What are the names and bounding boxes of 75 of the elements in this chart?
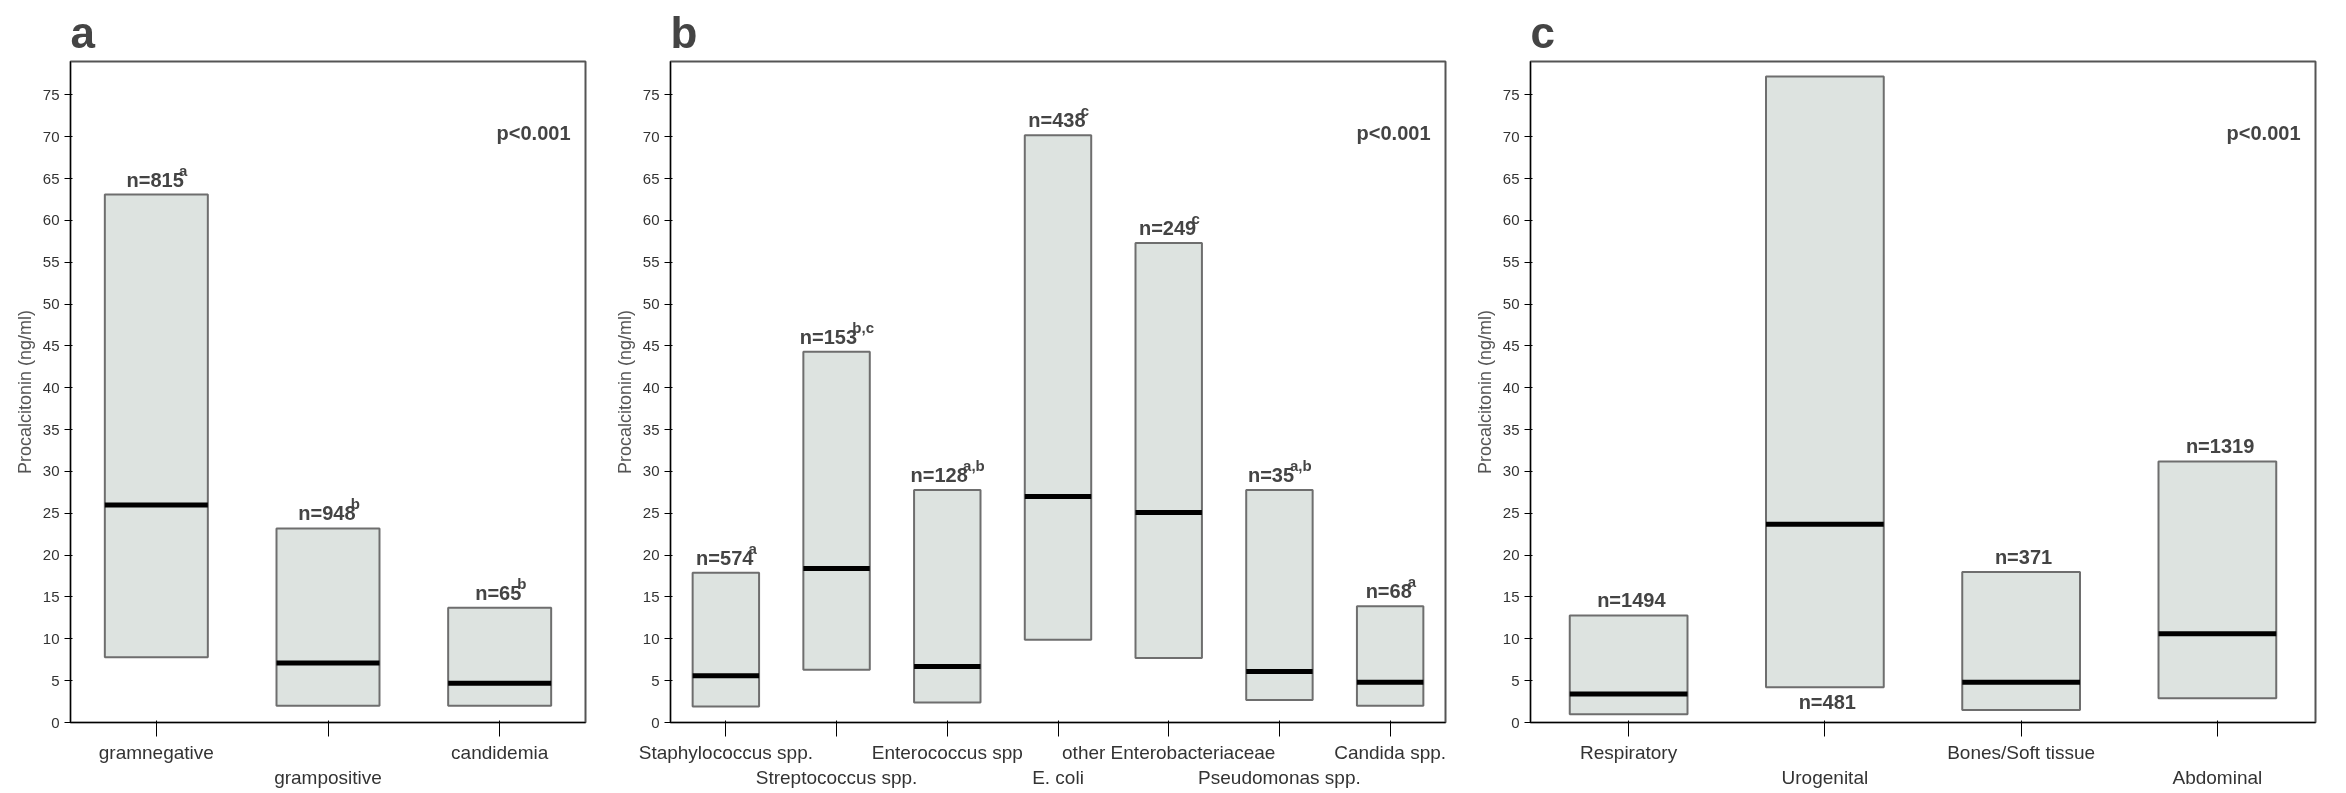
y-tick-label: 75 [42, 85, 60, 103]
annotation: n=371 [1994, 545, 2053, 568]
y-tick-label: 70 [1502, 127, 1520, 145]
y-tick-label: 35 [42, 420, 60, 438]
y-tick-label: 25 [1502, 504, 1520, 522]
y-tick-label: 75 [642, 85, 660, 103]
x-tick-label: Streptococcus spp. [755, 766, 918, 788]
y-tick-label: 5 [1511, 671, 1520, 689]
y-tick-label: 45 [642, 336, 660, 354]
chart-title: b [670, 7, 698, 57]
y-tick-label: 70 [42, 127, 60, 145]
y-tick-label: 60 [1502, 211, 1520, 229]
y-tick-label: 15 [1502, 587, 1520, 605]
x-tick-label: E. coli [1032, 766, 1084, 788]
y-tick-label: 35 [1502, 420, 1520, 438]
y-tick-label: 70 [642, 127, 660, 145]
y-tick-label: 45 [42, 336, 60, 354]
y-tick-label: 55 [642, 253, 660, 271]
y-tick-label: 40 [42, 378, 60, 396]
y-tick-label: 0 [651, 713, 660, 731]
y-tick-label: 25 [642, 504, 660, 522]
y-tick-label: 20 [642, 546, 660, 564]
y-tick-label: 15 [642, 587, 660, 605]
x-tick-label: Abdominal [2172, 766, 2263, 788]
x-tick-label: Respiratory [1580, 741, 1678, 763]
y-tick-label: 65 [1502, 169, 1520, 187]
y-tick-label: 10 [42, 629, 60, 647]
y-tick-label: 75 [1502, 85, 1520, 103]
y-tick-label: 30 [42, 462, 60, 480]
y-tick-label: 45 [1502, 336, 1520, 354]
y-axis-title: Procalcitonin (ng/ml) [1474, 309, 1495, 475]
y-tick-label: 60 [642, 211, 660, 229]
x-tick-label: Urogenital [1781, 766, 1869, 788]
x-tick-label: Pseudomonas spp. [1198, 766, 1361, 788]
y-tick-label: 20 [1502, 546, 1520, 564]
x-tick-label: Staphylococcus spp. [638, 741, 813, 763]
y-tick-label: 50 [1502, 295, 1520, 313]
y-tick-label: 35 [642, 420, 660, 438]
y-tick-label: 50 [42, 295, 60, 313]
y-tick-label: 30 [642, 462, 660, 480]
x-tick-label: grampositive [274, 766, 382, 788]
y-tick-label: 55 [42, 253, 60, 271]
y-tick-label: 10 [642, 629, 660, 647]
y-axis-title: Procalcitonin (ng/ml) [14, 309, 35, 475]
y-tick-label: 55 [1502, 253, 1520, 271]
y-tick-label: 50 [642, 295, 660, 313]
chart-title: c [1530, 7, 1555, 57]
y-axis-title: Procalcitonin (ng/ml) [614, 309, 635, 475]
annotation: n=1494 [1597, 589, 1667, 612]
y-tick-label: 20 [42, 546, 60, 564]
y-tick-label: 40 [1502, 378, 1520, 396]
annotation: p<0.001 [2226, 121, 2301, 144]
y-tick-label: 10 [1502, 629, 1520, 647]
y-tick-label: 5 [51, 671, 60, 689]
y-tick-label: 0 [1511, 713, 1520, 731]
y-tick-label: 0 [51, 713, 60, 731]
x-tick-label: Enterococcus spp [871, 741, 1023, 763]
y-tick-label: 65 [42, 169, 60, 187]
x-tick-label: Bones/Soft tissue [1947, 741, 2096, 763]
x-tick-label: Candida spp. [1334, 741, 1447, 763]
y-tick-label: 5 [651, 671, 660, 689]
annotation: n=1319 [2185, 435, 2255, 458]
y-tick-label: 60 [42, 211, 60, 229]
x-tick-label: other Enterobacteriaceae [1062, 741, 1276, 763]
y-tick-label: 15 [42, 587, 60, 605]
y-tick-label: 25 [42, 504, 60, 522]
y-tick-label: 30 [1502, 462, 1520, 480]
y-tick-label: 65 [642, 169, 660, 187]
x-tick-label: candidemia [451, 741, 549, 763]
x-tick-label: gramnegative [98, 741, 214, 763]
chart-title: a [70, 7, 96, 57]
y-tick-label: 40 [642, 378, 660, 396]
annotation: p<0.001 [1356, 121, 1431, 144]
annotation: n=481 [1798, 691, 1856, 714]
annotation: p<0.001 [496, 121, 571, 144]
